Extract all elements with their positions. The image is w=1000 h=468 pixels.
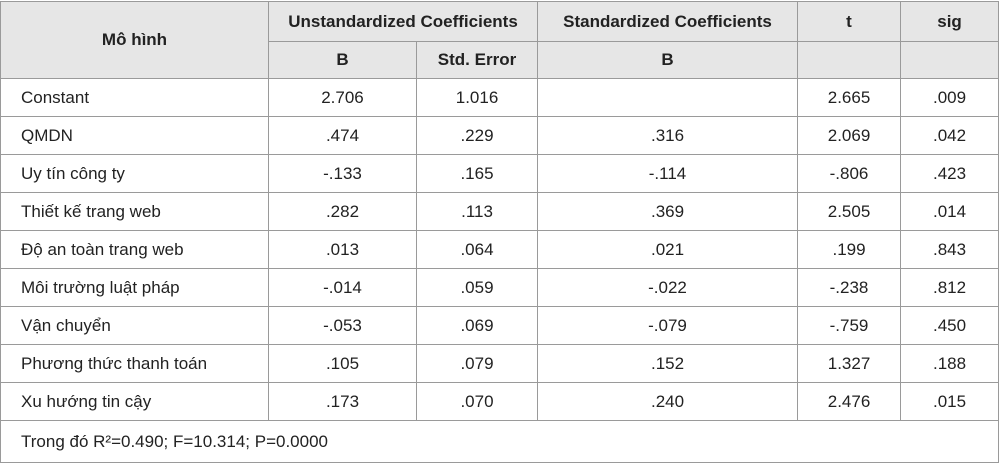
value-cell: -.114 — [537, 154, 799, 193]
row-label: Xu hướng tin cậy — [0, 382, 269, 421]
value-cell: .059 — [415, 268, 539, 307]
value-cell: .369 — [537, 192, 799, 231]
table-row: Uy tín công ty -.133.165 -.114 -.806.423 — [0, 154, 1000, 193]
row-label: Constant — [0, 78, 269, 117]
value-cell: -.133 — [268, 154, 417, 193]
table-row: Vận chuyển -.053.069 -.079 -.759.450 — [0, 306, 1000, 345]
value-cell: .173 — [268, 382, 417, 421]
row-label: QMDN — [0, 116, 269, 155]
value-cell: .021 — [537, 230, 799, 269]
value-cell: .282 — [268, 192, 417, 231]
header-cell: B — [537, 41, 799, 79]
value-cell: .812 — [900, 268, 1000, 307]
table-row: Thiết kế trang web .282.113.369 2.505.014 — [0, 192, 1000, 231]
value-cell: -.238 — [797, 268, 902, 307]
header-cell: Std. Error — [415, 41, 539, 79]
value-cell: .450 — [900, 306, 1000, 345]
value-cell: .015 — [900, 382, 1000, 421]
value-cell: .843 — [900, 230, 1000, 269]
value-cell: .014 — [900, 192, 1000, 231]
value-cell: 2.476 — [797, 382, 902, 421]
value-cell: .105 — [268, 344, 417, 383]
row-label: Uy tín công ty — [0, 154, 269, 193]
value-cell: 2.706 — [268, 78, 417, 117]
table-row: Độ an toàn trang web .013.064.021.199.843 — [0, 230, 1000, 269]
value-cell: 2.505 — [797, 192, 902, 231]
value-cell: .064 — [415, 230, 539, 269]
value-cell: -.053 — [268, 306, 417, 345]
value-cell: -.022 — [537, 268, 799, 307]
header-cell: Mô hình — [0, 1, 269, 79]
row-label: Phương thức thanh toán — [0, 344, 269, 383]
table-row: Môi trường luật pháp -.014.059 -.022 -.238.… — [0, 268, 1000, 307]
value-cell: .316 — [537, 116, 799, 155]
value-cell: 1.016 — [415, 78, 539, 117]
row-label: Môi trường luật pháp — [0, 268, 269, 307]
header-cell: B — [268, 41, 417, 79]
value-cell: .152 — [537, 344, 799, 383]
row-label: Thiết kế trang web — [0, 192, 269, 231]
value-cell: -.079 — [537, 306, 799, 345]
value-cell: .199 — [797, 230, 902, 269]
header-cell — [900, 41, 1000, 79]
footer-note: Trong đó R²=0.490; F=10.314; P=0.0000 — [0, 420, 1000, 463]
row-label: Vận chuyển — [0, 306, 269, 345]
value-cell: 2.069 — [797, 116, 902, 155]
value-cell: .009 — [900, 78, 1000, 117]
value-cell: .474 — [268, 116, 417, 155]
value-cell: .229 — [415, 116, 539, 155]
value-cell: -.759 — [797, 306, 902, 345]
header-cell — [797, 41, 902, 79]
value-cell: .079 — [415, 344, 539, 383]
value-cell — [537, 78, 799, 117]
value-cell: .165 — [415, 154, 539, 193]
table-body: Constant 2.706 1.016 2.665.009 QMDN .474.229.… — [0, 78, 1000, 421]
table-row: QMDN .474.229.316 2.069.042 — [0, 116, 1000, 155]
value-cell: .070 — [415, 382, 539, 421]
header-cell: sig — [900, 1, 1000, 42]
header-cell: Unstandardized Coefficients — [267, 1, 539, 42]
row-label: Độ an toàn trang web — [0, 230, 269, 269]
value-cell: .042 — [900, 116, 1000, 155]
table-row: Phương thức thanh toán .105.079.152 1.327.… — [0, 344, 1000, 383]
value-cell: -.014 — [268, 268, 417, 307]
value-cell: .113 — [415, 192, 539, 231]
value-cell: .240 — [537, 382, 799, 421]
value-cell: -.806 — [797, 154, 902, 193]
value-cell: 1.327 — [797, 344, 902, 383]
table-row: Constant 2.706 1.016 2.665.009 — [0, 78, 1000, 117]
value-cell: .188 — [900, 344, 1000, 383]
value-cell: .423 — [900, 154, 1000, 193]
value-cell: .013 — [268, 230, 417, 269]
value-cell: .069 — [415, 306, 539, 345]
header-cell: Standardized Coefficients — [537, 1, 799, 42]
table-row: Xu hướng tin cậy .173.070.240 2.476.015 — [0, 382, 1000, 421]
value-cell: 2.665 — [797, 78, 902, 117]
header-cell: t — [797, 1, 902, 42]
